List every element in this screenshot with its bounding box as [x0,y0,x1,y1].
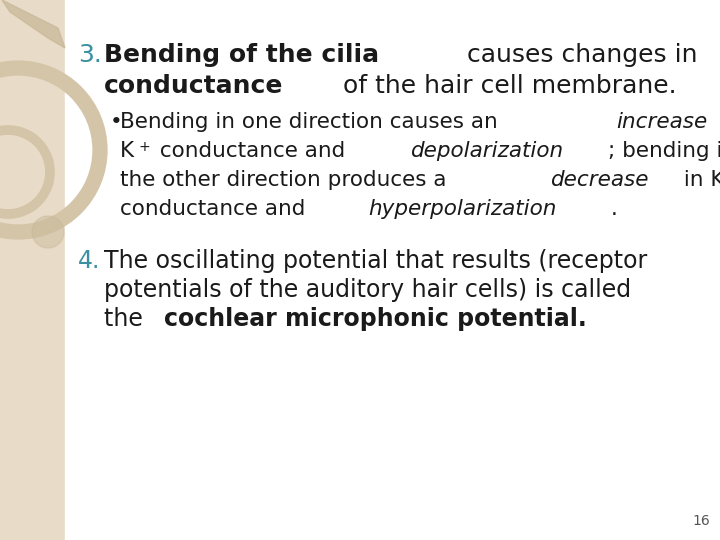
Polygon shape [2,0,65,48]
Text: Bending in one direction causes an: Bending in one direction causes an [120,112,505,132]
Text: 16: 16 [692,514,710,528]
Text: 4.: 4. [78,249,100,273]
Text: cochlear microphonic potential.: cochlear microphonic potential. [164,307,587,331]
Text: K: K [120,141,134,161]
Text: the other direction produces a: the other direction produces a [120,170,454,190]
Text: •: • [110,112,122,132]
Text: increase: increase [616,112,708,132]
Text: conductance and: conductance and [153,141,353,161]
Circle shape [32,216,64,248]
Text: potentials of the auditory hair cells) is called: potentials of the auditory hair cells) i… [104,278,631,302]
Text: 3.: 3. [78,43,102,67]
Text: .: . [611,199,618,219]
Text: The oscillating potential that results (receptor: The oscillating potential that results (… [104,249,647,273]
Text: the: the [104,307,150,331]
Text: +: + [138,140,150,154]
Text: Bending of the cilia: Bending of the cilia [104,43,379,67]
Text: decrease: decrease [550,170,649,190]
Text: in K: in K [678,170,720,190]
Text: of the hair cell membrane.: of the hair cell membrane. [336,74,677,98]
Text: ; bending in: ; bending in [608,141,720,161]
Bar [0,0,65,540]
Text: depolarization: depolarization [410,141,564,161]
Text: hyperpolarization: hyperpolarization [368,199,557,219]
Text: causes changes in: causes changes in [459,43,706,67]
Text: conductance: conductance [104,74,284,98]
Text: conductance and: conductance and [120,199,312,219]
